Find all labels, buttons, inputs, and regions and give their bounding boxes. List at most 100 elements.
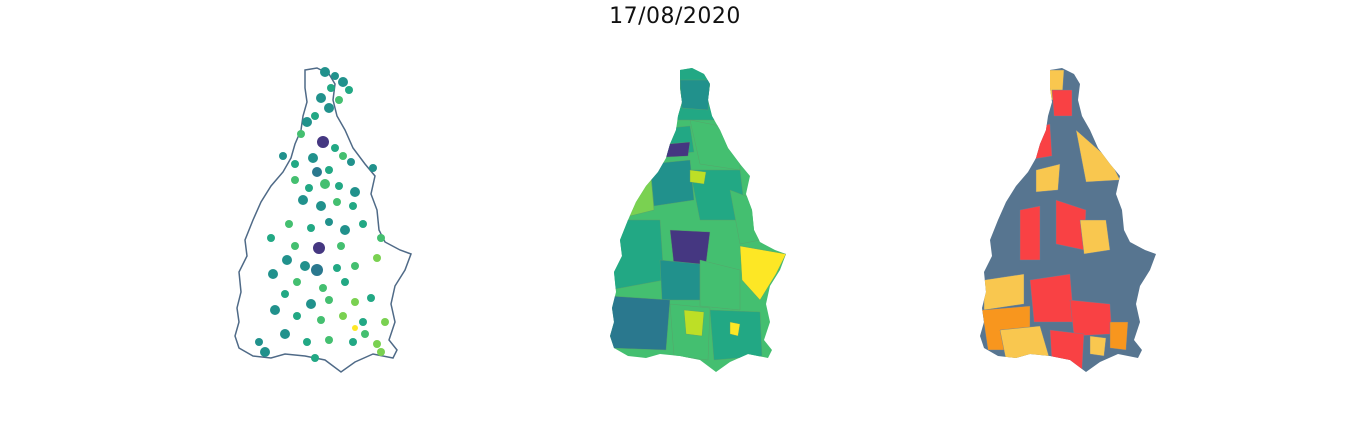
municipality-point xyxy=(282,255,292,265)
municipality-point xyxy=(351,298,359,306)
municipality-point xyxy=(339,152,347,160)
municipality-point xyxy=(331,72,339,80)
municipality-point xyxy=(313,242,325,254)
municipality-point xyxy=(340,225,350,235)
municipality-region xyxy=(659,259,701,301)
classification-choropleth-panel xyxy=(980,68,1156,372)
municipality-point xyxy=(281,290,289,298)
municipality-point xyxy=(306,299,316,309)
municipality-point xyxy=(381,318,389,326)
municipality-point xyxy=(302,117,312,127)
municipality-point xyxy=(268,269,278,279)
municipality-region xyxy=(683,309,705,337)
municipality-point xyxy=(335,96,343,104)
municipality-region xyxy=(649,159,695,207)
municipality-region xyxy=(1109,321,1129,351)
municipality-point xyxy=(337,242,345,250)
municipality-point xyxy=(367,294,375,302)
municipality-point xyxy=(352,325,358,331)
municipality-region xyxy=(1079,219,1111,255)
municipality-point xyxy=(303,338,311,346)
municipality-region xyxy=(1019,205,1041,261)
municipality-point xyxy=(377,234,385,242)
municipality-point xyxy=(373,254,381,262)
municipality-point xyxy=(333,198,341,206)
municipality-point xyxy=(307,224,315,232)
state-outline xyxy=(234,67,412,373)
municipality-point xyxy=(317,316,325,324)
municipality-point xyxy=(331,144,339,152)
municipality-region xyxy=(610,163,655,221)
municipality-region xyxy=(1029,273,1075,323)
municipality-point xyxy=(325,166,333,174)
municipality-point xyxy=(293,312,301,320)
municipality-point xyxy=(351,262,359,270)
municipality-point xyxy=(361,330,369,338)
municipality-point xyxy=(324,103,334,113)
municipality-point xyxy=(335,182,343,190)
municipality-point xyxy=(270,305,280,315)
municipality-point xyxy=(325,336,333,344)
municipality-point xyxy=(341,278,349,286)
municipality-point xyxy=(255,338,263,346)
municipality-region xyxy=(1069,299,1113,337)
municipality-region xyxy=(645,141,691,159)
municipality-point xyxy=(320,179,330,189)
municipality-point xyxy=(320,67,330,77)
municipality-point xyxy=(267,234,275,242)
municipality-point xyxy=(291,176,299,184)
municipality-region xyxy=(610,295,671,351)
municipality-region xyxy=(1025,123,1053,161)
municipality-point xyxy=(280,329,290,339)
municipality-point xyxy=(339,312,347,320)
municipality-point xyxy=(345,86,353,94)
municipality-point xyxy=(300,261,310,271)
municipality-region xyxy=(1035,163,1061,193)
municipality-point xyxy=(359,318,367,326)
points-map-panel xyxy=(234,67,412,373)
municipality-point xyxy=(291,242,299,250)
municipality-region xyxy=(1051,89,1073,117)
municipality-region xyxy=(610,219,665,291)
municipality-point xyxy=(285,220,293,228)
municipality-point xyxy=(325,218,333,226)
municipality-region xyxy=(689,169,707,185)
municipality-region xyxy=(983,273,1025,311)
map-date-title: 17/08/2020 xyxy=(609,4,741,29)
municipality-point xyxy=(311,264,323,276)
municipality-point xyxy=(327,84,335,92)
municipality-point xyxy=(316,201,326,211)
municipality-point xyxy=(319,284,327,292)
municipality-point xyxy=(338,77,348,87)
municipality-points-layer xyxy=(255,67,389,362)
municipality-point xyxy=(325,296,333,304)
municipality-region xyxy=(1049,329,1085,371)
municipality-point xyxy=(279,152,287,160)
municipality-point xyxy=(312,167,322,177)
municipality-point xyxy=(349,202,357,210)
municipality-point xyxy=(347,158,355,166)
municipality-region xyxy=(1089,335,1107,357)
municipality-point xyxy=(369,164,377,172)
municipality-point xyxy=(350,187,360,197)
choropleth-regions-layer xyxy=(610,68,786,372)
municipality-point xyxy=(260,347,270,357)
municipality-point xyxy=(373,340,381,348)
municipality-point xyxy=(349,338,357,346)
municipality-point xyxy=(311,112,319,120)
municipality-point xyxy=(297,130,305,138)
municipality-point xyxy=(359,220,367,228)
municipality-point xyxy=(377,348,385,356)
municipality-point xyxy=(311,354,319,362)
continuous-choropleth-panel xyxy=(610,68,786,372)
municipality-point xyxy=(298,195,308,205)
municipality-region xyxy=(729,321,741,337)
municipality-region xyxy=(679,79,711,111)
municipality-point xyxy=(316,93,326,103)
municipality-point xyxy=(333,264,341,272)
municipality-region xyxy=(669,229,711,267)
municipality-region xyxy=(739,245,786,301)
municipality-point xyxy=(305,184,313,192)
municipality-point xyxy=(293,278,301,286)
municipality-point xyxy=(291,160,299,168)
